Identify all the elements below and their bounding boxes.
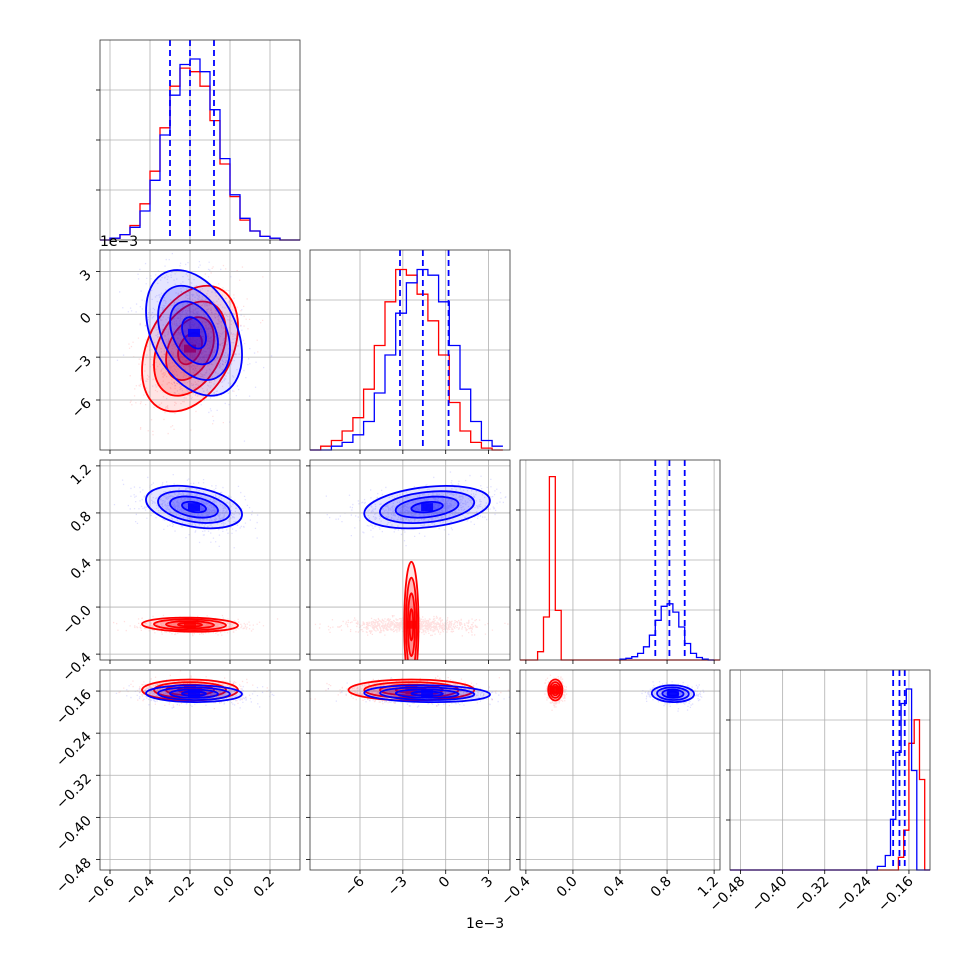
contour-line-red — [165, 620, 215, 630]
density-peak — [666, 689, 679, 698]
histogram-blue-p4 — [730, 688, 930, 871]
contour-line-blue — [181, 690, 207, 697]
x-tick-label: −0.32 — [791, 874, 833, 916]
density-peak — [549, 686, 562, 694]
contour-line-red — [406, 592, 416, 658]
x-tick-label: 3 — [479, 874, 497, 892]
contour-line-red — [153, 618, 227, 631]
density-peak — [188, 689, 200, 698]
contour-line-red — [549, 681, 562, 699]
x-tick-label: −0.16 — [875, 873, 917, 915]
contour-line-blue — [363, 485, 491, 530]
x-tick-label: −0.24 — [833, 873, 875, 915]
density-peak — [184, 620, 196, 629]
y-tick-label: 0.8 — [68, 508, 95, 535]
contour-line-blue — [379, 490, 476, 524]
x-tick-label: 0.0 — [554, 874, 581, 901]
x-tick-label: −0.4 — [498, 873, 533, 908]
contour-line-blue — [181, 500, 207, 514]
contour-line-blue — [394, 495, 460, 519]
contour-line-blue — [661, 688, 685, 699]
contours-2-1 — [363, 485, 491, 660]
x-tick-label: −0.2 — [162, 874, 197, 909]
contour-line-blue — [157, 686, 231, 701]
offset-label-y: 1e−3 — [100, 234, 138, 250]
panel-frame-1-0 — [99, 249, 301, 451]
contour-line-blue — [379, 686, 476, 701]
contour-line-red — [403, 560, 420, 660]
y-tick-label: 0 — [77, 310, 95, 328]
histogram-blue-p1 — [100, 58, 300, 241]
contour-line-blue — [363, 684, 491, 704]
y-tick-label: −6 — [69, 395, 95, 421]
panel-frame-3-0 — [99, 669, 301, 871]
contour-line-blue — [169, 495, 219, 519]
histogram-blue-p3 — [619, 603, 715, 661]
histogram-red-p2 — [310, 268, 503, 451]
y-tick-label: 3 — [77, 267, 95, 285]
x-tick-label: −6 — [342, 873, 368, 899]
density-peak — [421, 689, 434, 698]
x-tick-label: 0.0 — [211, 874, 238, 901]
contour-line-blue — [145, 269, 243, 397]
contours-3-1 — [347, 678, 491, 704]
contour-line-blue — [394, 688, 460, 699]
contours-2-0 — [141, 484, 243, 633]
density-peak — [188, 503, 200, 512]
x-tick-label: −0.6 — [82, 873, 117, 908]
histogram-blue-p2 — [310, 268, 503, 451]
y-tick-label: −0.40 — [53, 813, 95, 855]
contour-line-red — [405, 576, 418, 660]
density-peak — [188, 328, 200, 337]
offset-label-x: 1e−3 — [466, 916, 504, 932]
x-tick-label: −0.4 — [122, 873, 157, 908]
contour-line-red — [347, 678, 476, 702]
contour-line-blue — [410, 500, 444, 514]
y-tick-label: −0.0 — [59, 603, 94, 638]
panel-frame-3-1 — [309, 669, 511, 871]
contour-line-blue — [169, 300, 219, 366]
y-tick-label: −0.24 — [53, 729, 95, 771]
contour-line-blue — [666, 690, 680, 697]
contour-line-red — [141, 616, 239, 633]
contour-line-red — [550, 683, 560, 697]
x-tick-label: 0.8 — [648, 874, 675, 901]
scatter-cloud-blue — [113, 474, 259, 549]
density-peak — [405, 620, 418, 629]
contour-line-red — [552, 686, 558, 694]
y-tick-label: −0.4 — [59, 650, 94, 685]
y-tick-label: 0.4 — [68, 555, 95, 582]
contour-line-red — [141, 284, 239, 413]
data-layer — [100, 40, 930, 871]
y-tick-label: 1.2 — [68, 461, 95, 488]
contour-line-blue — [181, 316, 207, 350]
y-tick-label: −0.16 — [53, 687, 95, 729]
contour-line-blue — [157, 490, 231, 524]
contour-line-red — [408, 608, 415, 642]
contour-line-blue — [145, 684, 243, 703]
contour-line-blue — [650, 684, 696, 703]
contour-line-blue — [656, 686, 690, 701]
y-tick-label: −3 — [69, 353, 95, 379]
contour-line-blue — [145, 484, 243, 530]
contour-line-red — [547, 678, 564, 702]
x-tick-label: −0.40 — [749, 874, 791, 916]
contour-line-red — [177, 621, 203, 628]
contour-line-blue — [410, 690, 444, 697]
scatter-cloud-blue — [325, 471, 507, 547]
contours-1-0 — [141, 269, 243, 413]
x-tick-label: 0.4 — [601, 873, 628, 900]
contours-3-2 — [547, 678, 696, 703]
density-peak — [421, 503, 434, 512]
y-tick-label: −0.32 — [53, 771, 95, 813]
contour-line-blue — [157, 284, 231, 381]
contours-3-0 — [141, 678, 243, 703]
x-tick-label: −3 — [385, 874, 411, 900]
density-peak — [184, 344, 196, 353]
x-tick-label: 0.2 — [251, 874, 278, 901]
x-tick-label: 0 — [436, 874, 454, 892]
contour-line-blue — [169, 688, 219, 699]
